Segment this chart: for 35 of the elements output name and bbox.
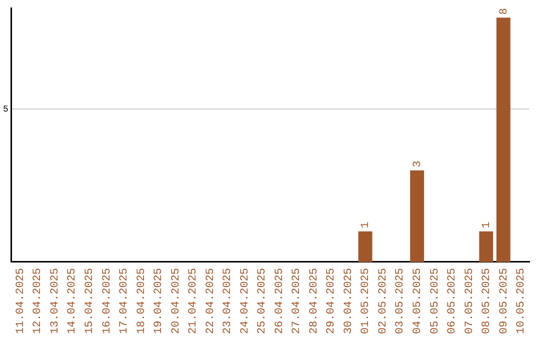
x-tick-label: 27.04.2025 (291, 268, 304, 334)
x-tick-label: 22.04.2025 (204, 268, 217, 334)
x-tick-label: 29.04.2025 (326, 268, 338, 334)
x-tick-label: 07.05.2025 (464, 268, 476, 334)
y-tick-label: 5 (2, 104, 8, 115)
x-tick-label: 10.05.2025 (516, 268, 528, 334)
x-tick-label: 26.04.2025 (274, 268, 286, 334)
x-tick-label: 21.04.2025 (188, 268, 200, 334)
x-tick-label: 08.05.2025 (481, 268, 494, 334)
x-tick-label: 11.04.2025 (14, 268, 27, 334)
x-tick-label: 01.05.2025 (360, 268, 372, 334)
x-tick-label: 06.05.2025 (446, 268, 459, 334)
data-label: 1 (481, 221, 494, 228)
x-tick-label: 28.04.2025 (308, 268, 320, 334)
data-label: 8 (498, 8, 510, 15)
x-tick-label: 14.04.2025 (66, 268, 79, 334)
x-tick-label: 03.05.2025 (394, 268, 407, 334)
x-tick-label: 15.04.2025 (84, 268, 96, 334)
x-tick-label: 20.04.2025 (170, 268, 182, 334)
x-tick-label: 16.04.2025 (101, 268, 114, 334)
x-tick-label: 02.05.2025 (377, 268, 390, 334)
x-tick-label: 25.04.2025 (256, 268, 269, 334)
x-tick-label: 19.04.2025 (153, 268, 166, 334)
x-tick-label: 05.05.2025 (429, 268, 442, 334)
x-tick-label: 09.05.2025 (498, 268, 510, 334)
data-label: 1 (360, 221, 372, 228)
x-tick-label: 18.04.2025 (136, 268, 148, 334)
x-tick-label: 30.04.2025 (342, 268, 355, 334)
x-tick-label: 12.04.2025 (32, 268, 44, 334)
x-tick-label: 24.04.2025 (239, 268, 252, 334)
x-tick-label: 13.04.2025 (49, 268, 62, 334)
x-tick-label: 04.05.2025 (412, 268, 424, 334)
x-tick-label: 17.04.2025 (118, 268, 131, 334)
data-label: 3 (412, 160, 424, 168)
x-tick-label: 23.04.2025 (222, 268, 234, 334)
